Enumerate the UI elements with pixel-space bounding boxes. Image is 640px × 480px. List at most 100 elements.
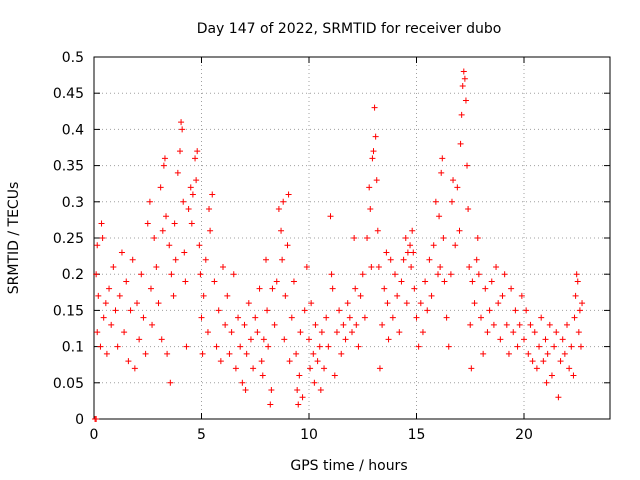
data-point xyxy=(469,278,476,285)
data-point xyxy=(293,350,300,357)
data-point xyxy=(468,365,475,372)
data-point xyxy=(342,336,349,343)
data-point xyxy=(355,343,362,350)
data-point xyxy=(243,350,250,357)
data-point xyxy=(281,336,288,343)
data-point xyxy=(93,271,100,278)
data-point xyxy=(325,343,332,350)
data-point xyxy=(447,271,454,278)
data-point xyxy=(127,307,134,314)
data-point xyxy=(196,242,203,249)
data-point xyxy=(177,148,183,155)
data-point xyxy=(187,184,194,191)
data-point xyxy=(207,227,214,234)
data-point xyxy=(280,198,287,205)
data-point xyxy=(183,343,190,350)
data-point xyxy=(424,307,431,314)
data-point xyxy=(247,336,254,343)
data-point xyxy=(422,278,429,285)
data-point xyxy=(503,321,510,328)
data-point xyxy=(199,350,206,357)
data-point xyxy=(144,220,151,227)
data-point xyxy=(136,336,143,343)
y-tick-label: 0.05 xyxy=(53,376,84,392)
data-point xyxy=(164,350,171,357)
data-point xyxy=(226,350,233,357)
data-point xyxy=(471,300,478,307)
data-point xyxy=(411,285,418,292)
y-tick-label: 0.5 xyxy=(62,50,84,66)
data-point xyxy=(484,329,491,336)
data-point xyxy=(568,343,575,350)
data-point xyxy=(286,358,293,365)
data-point xyxy=(346,314,353,321)
data-point xyxy=(510,329,517,336)
axis-ticks: 0 0.05 0.1 0.15 0.2 0.25 0.3 0.35 0.4 0.45 0.5 0 5 10… xyxy=(53,50,610,443)
data-point xyxy=(475,271,482,278)
data-point xyxy=(307,365,314,372)
data-point xyxy=(403,300,410,307)
data-point xyxy=(263,256,269,263)
data-point xyxy=(402,235,409,241)
data-point xyxy=(559,336,566,343)
data-point xyxy=(131,365,138,372)
data-point xyxy=(200,292,207,299)
data-point xyxy=(364,235,371,241)
data-point xyxy=(516,321,523,328)
y-axis-label: SRMTID / TECUs xyxy=(6,182,22,295)
data-point xyxy=(267,401,274,408)
data-point xyxy=(170,292,177,299)
data-point xyxy=(536,343,543,350)
chart-title: Day 147 of 2022, SRMTID for receiver dub… xyxy=(197,21,502,37)
data-point xyxy=(533,365,540,372)
data-point xyxy=(103,350,110,357)
data-point xyxy=(351,235,358,241)
data-point xyxy=(394,292,401,299)
data-point xyxy=(193,177,200,184)
data-point xyxy=(430,242,437,249)
data-point xyxy=(241,321,248,328)
y-tick-label: 0.25 xyxy=(53,231,84,247)
data-point xyxy=(521,336,527,343)
data-point xyxy=(404,249,411,256)
data-point xyxy=(222,321,229,328)
data-point xyxy=(543,379,550,386)
data-point xyxy=(181,249,188,256)
data-point xyxy=(461,75,468,82)
data-point xyxy=(217,358,224,365)
data-point xyxy=(385,336,392,343)
data-point xyxy=(94,242,101,249)
data-point xyxy=(188,220,195,227)
data-point xyxy=(273,278,280,285)
data-point xyxy=(155,300,162,307)
data-point xyxy=(299,394,306,401)
data-point xyxy=(215,307,222,314)
data-point xyxy=(228,329,235,336)
data-point xyxy=(149,321,156,328)
data-point xyxy=(258,358,265,365)
data-point xyxy=(314,358,321,365)
data-point xyxy=(392,271,398,278)
data-point xyxy=(464,162,471,169)
data-point xyxy=(366,184,373,191)
data-point xyxy=(230,271,237,278)
data-point xyxy=(482,285,489,292)
data-point xyxy=(466,263,473,270)
data-point xyxy=(331,372,338,379)
data-point xyxy=(572,292,579,299)
data-point xyxy=(125,358,132,365)
data-point xyxy=(114,343,121,350)
data-point xyxy=(508,285,515,292)
data-point xyxy=(576,307,583,314)
data-point xyxy=(224,292,231,299)
data-point xyxy=(174,169,181,176)
data-point xyxy=(525,350,532,357)
data-point xyxy=(308,300,315,307)
data-point xyxy=(458,111,465,118)
data-point xyxy=(557,358,564,365)
y-tick-label: 0.4 xyxy=(62,122,84,138)
data-point xyxy=(570,372,577,379)
data-point xyxy=(410,249,417,256)
data-point xyxy=(419,329,426,336)
